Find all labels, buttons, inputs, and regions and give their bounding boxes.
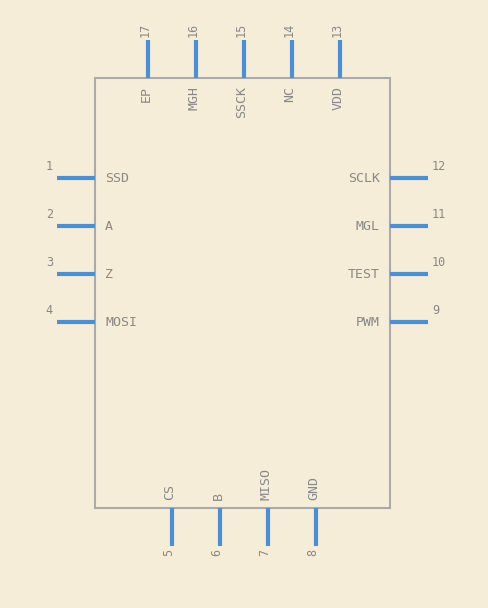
Text: 6: 6 (210, 549, 224, 556)
Text: TEST: TEST (348, 268, 380, 280)
Text: SSCK: SSCK (236, 86, 248, 118)
Text: 5: 5 (163, 549, 176, 556)
Text: MOSI: MOSI (105, 316, 137, 328)
Text: PWM: PWM (356, 316, 380, 328)
Text: 10: 10 (432, 256, 446, 269)
Text: 17: 17 (139, 22, 151, 37)
Text: 8: 8 (306, 549, 320, 556)
Text: GND: GND (307, 476, 321, 500)
Text: 1: 1 (46, 160, 53, 173)
Text: MISO: MISO (260, 468, 272, 500)
Text: 14: 14 (283, 22, 296, 37)
Text: SCLK: SCLK (348, 171, 380, 184)
Text: 15: 15 (235, 22, 247, 37)
Text: 13: 13 (330, 22, 344, 37)
Text: 4: 4 (46, 304, 53, 317)
Text: NC: NC (284, 86, 297, 102)
Text: 7: 7 (259, 549, 271, 556)
Text: B: B (211, 492, 224, 500)
Text: SSD: SSD (105, 171, 129, 184)
Text: A: A (105, 219, 113, 232)
Text: 11: 11 (432, 208, 446, 221)
Text: Z: Z (105, 268, 113, 280)
Text: MGL: MGL (356, 219, 380, 232)
Text: MGH: MGH (187, 86, 201, 110)
Text: CS: CS (163, 484, 177, 500)
Text: 16: 16 (186, 22, 200, 37)
Bar (95, 78, 390, 508)
Text: 2: 2 (46, 208, 53, 221)
Text: 9: 9 (432, 304, 439, 317)
Text: EP: EP (140, 86, 152, 102)
Text: 3: 3 (46, 256, 53, 269)
Text: VDD: VDD (331, 86, 345, 110)
Text: 12: 12 (432, 160, 446, 173)
